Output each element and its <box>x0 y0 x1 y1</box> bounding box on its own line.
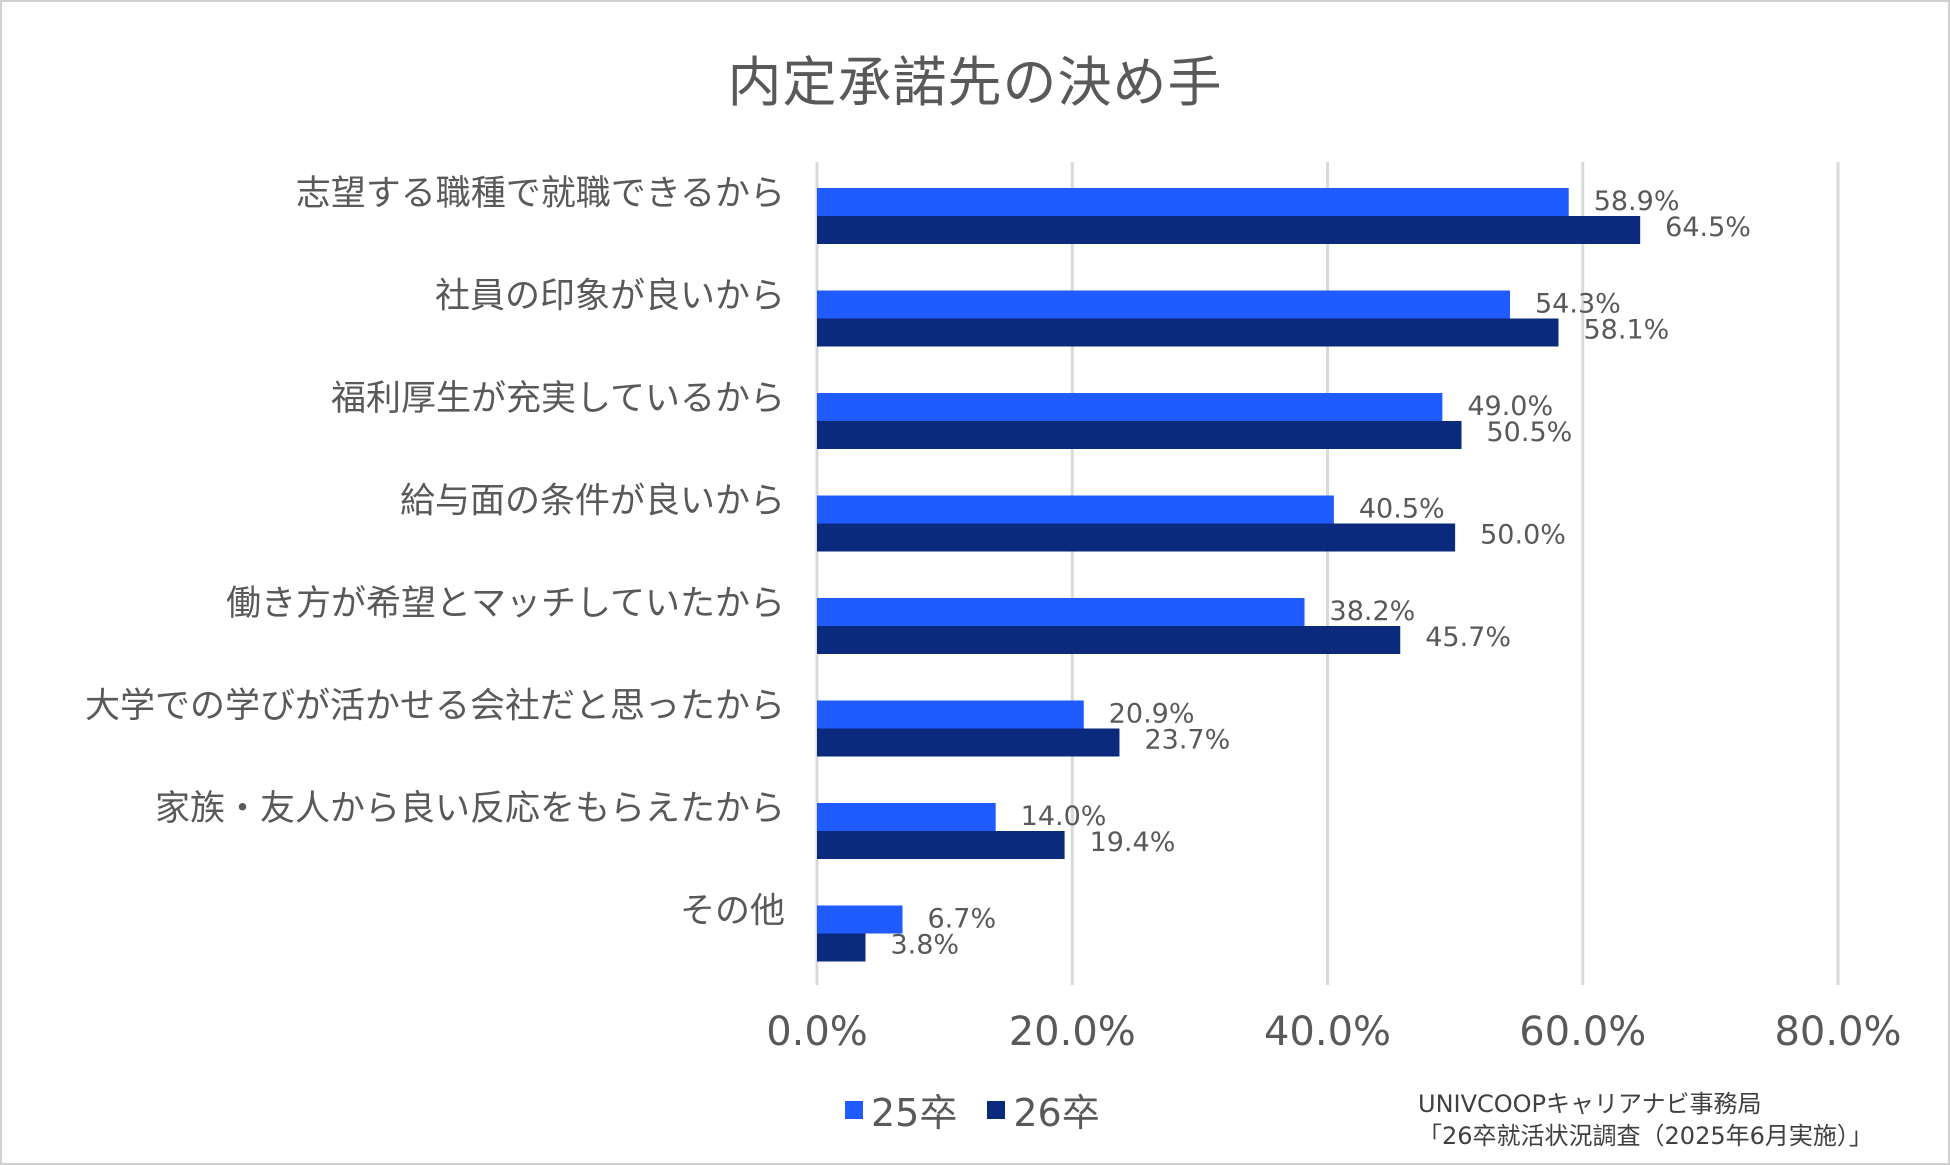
legend-item-26: 26卒 <box>987 1082 1100 1137</box>
data-label-26-2: 50.5% <box>1487 417 1573 448</box>
bar-25-0 <box>817 188 1569 216</box>
bar-25-6 <box>817 803 996 831</box>
data-label-25-5: 20.9% <box>1109 699 1195 730</box>
bar-26-0 <box>817 216 1641 244</box>
legend-item-25: 25卒 <box>845 1082 957 1137</box>
chart-title: 内定承諾先の決め手 <box>727 51 1223 114</box>
data-label-26-3: 50.0% <box>1480 520 1566 551</box>
category-label-3: 給与面の条件が良いから <box>400 482 785 522</box>
bar-25-3 <box>817 495 1334 524</box>
category-label-4: 働き方が希望とマッチしていたから <box>226 584 785 624</box>
data-label-26-0: 64.5% <box>1665 212 1751 243</box>
data-label-26-4: 45.7% <box>1425 622 1511 653</box>
category-label-0: 志望する職種で就職できるから <box>296 174 785 214</box>
bar-26-5 <box>817 728 1120 757</box>
category-label-7: その他 <box>680 892 785 932</box>
data-label-25-0: 58.9% <box>1594 186 1680 217</box>
x-tick-label-3: 60.0% <box>1519 1009 1646 1055</box>
source-line-1: UNIVCOOPキャリアナビ事務局 <box>1418 1090 1762 1118</box>
legend-label-25: 25卒 <box>871 1091 958 1135</box>
data-label-26-5: 23.7% <box>1144 725 1230 756</box>
data-label-25-2: 49.0% <box>1467 391 1553 422</box>
data-label-25-3: 40.5% <box>1359 494 1445 525</box>
bar-25-7 <box>817 905 903 934</box>
category-label-2: 福利厚生が充実しているから <box>331 379 785 419</box>
category-label-1: 社員の印象が良いから <box>435 277 785 317</box>
source-line-2: 「26卒就活状況調査（2025年6月実施）」 <box>1418 1122 1873 1150</box>
legend-swatch-25 <box>845 1100 863 1119</box>
bar-25-2 <box>817 393 1443 421</box>
legend-label-26: 26卒 <box>1013 1091 1100 1135</box>
bar-25-5 <box>817 700 1084 729</box>
x-tick-label-4: 80.0% <box>1774 1009 1901 1055</box>
data-label-25-4: 38.2% <box>1330 596 1416 627</box>
bar-25-4 <box>817 598 1305 626</box>
data-label-25-7: 6.7% <box>928 904 997 935</box>
bar-26-6 <box>817 831 1065 859</box>
category-label-5: 大学での学びが活かせる会社だと思ったから <box>85 687 785 727</box>
source-note: UNIVCOOPキャリアナビ事務局 「26卒就活状況調査（2025年6月実施）」 <box>1418 1088 1873 1152</box>
bar-26-2 <box>817 421 1462 449</box>
bar-26-1 <box>817 318 1559 347</box>
x-tick-label-2: 40.0% <box>1264 1009 1391 1055</box>
x-tick-label-0: 0.0% <box>766 1009 868 1055</box>
category-label-6: 家族・友人から良い反応をもらえたから <box>155 789 785 829</box>
legend-swatch-26 <box>987 1100 1006 1119</box>
x-tick-label-1: 20.0% <box>1009 1009 1136 1055</box>
data-label-25-1: 54.3% <box>1535 289 1621 320</box>
bar-26-4 <box>817 626 1401 654</box>
data-label-26-1: 58.1% <box>1584 315 1670 346</box>
bar-25-1 <box>817 290 1511 319</box>
bar-26-3 <box>817 523 1456 552</box>
data-label-26-7: 3.8% <box>890 930 959 961</box>
data-label-26-6: 19.4% <box>1090 827 1176 858</box>
legend: 25卒 26卒 <box>845 1082 1130 1137</box>
bar-26-7 <box>817 933 866 962</box>
data-label-25-6: 14.0% <box>1021 801 1107 832</box>
